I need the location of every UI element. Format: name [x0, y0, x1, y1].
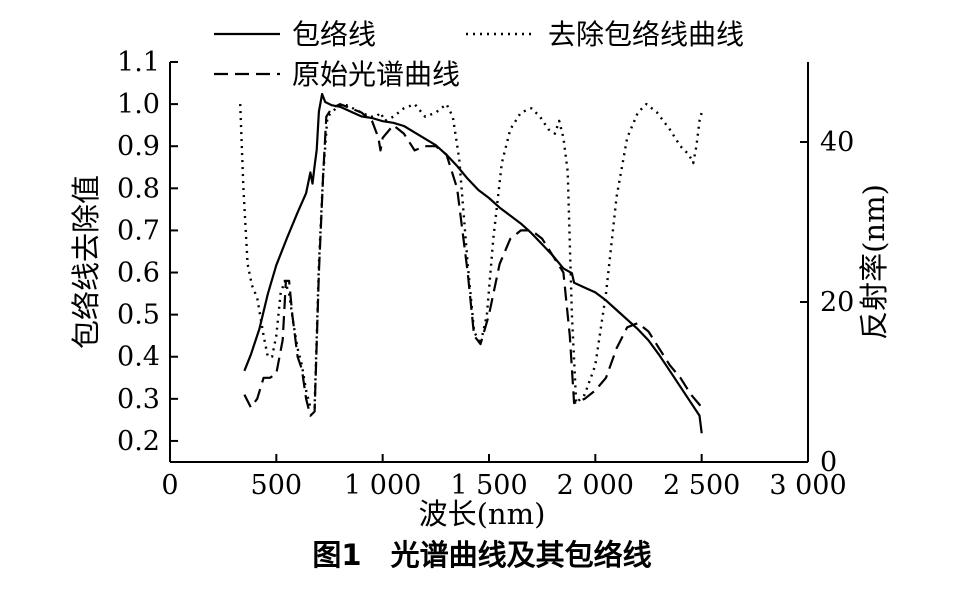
legend: 包络线 去除包络线曲线 原始光谱曲线	[214, 18, 744, 91]
right-y-tick-label-1: 20	[820, 287, 854, 318]
left-y-axis-ticks: 0.2 0.3 0.4 0.5 0.6 0.7 0.8 0.9 1.0 1.1	[117, 47, 178, 457]
left-y-tick-label-5: 0.7	[117, 215, 160, 246]
right-y-axis-title: 反射率(nm)	[857, 184, 891, 340]
x-tick-label-4: 2 000	[557, 470, 634, 501]
x-axis-ticks: 0 500 1 000 1 500 2 000 2 500 3 000	[161, 454, 847, 501]
axes	[169, 62, 809, 463]
legend-label-continuum-removed: 去除包络线曲线	[548, 18, 744, 51]
x-axis-title: 波长(nm)	[419, 497, 546, 531]
legend-label-original-spectrum: 原始光谱曲线	[292, 58, 460, 91]
left-y-tick-label-1: 0.3	[117, 384, 160, 415]
series-line-envelope	[243, 92, 703, 434]
left-y-tick-label-8: 1.0	[117, 89, 160, 120]
figure-caption: 图1 光谱曲线及其包络线	[312, 538, 651, 572]
left-y-tick-label-2: 0.4	[117, 342, 160, 373]
series-layer	[239, 92, 703, 434]
x-tick-label-0: 0	[161, 470, 178, 501]
series-line-continuum-removed	[239, 102, 703, 409]
left-y-tick-label-9: 1.1	[117, 47, 160, 78]
series-line-original-spectrum	[243, 103, 703, 417]
x-tick-label-6: 3 000	[769, 470, 846, 501]
left-y-axis-title: 包络线去除值	[69, 175, 103, 349]
x-tick-label-5: 2 500	[663, 470, 740, 501]
right-y-axis-ticks: 0 20 40	[800, 127, 854, 478]
right-y-tick-label-2: 40	[820, 127, 854, 158]
x-tick-label-2: 1 000	[344, 470, 421, 501]
left-y-tick-label-4: 0.6	[117, 258, 160, 289]
left-y-tick-label-7: 0.9	[117, 131, 160, 162]
left-y-tick-label-3: 0.5	[117, 300, 160, 331]
legend-label-envelope: 包络线	[292, 18, 376, 51]
x-tick-label-1: 500	[251, 470, 303, 501]
left-y-tick-label-6: 0.8	[117, 173, 160, 204]
left-y-tick-label-0: 0.2	[117, 426, 160, 457]
x-tick-label-3: 1 500	[450, 470, 527, 501]
right-y-tick-label-0: 0	[820, 447, 837, 478]
